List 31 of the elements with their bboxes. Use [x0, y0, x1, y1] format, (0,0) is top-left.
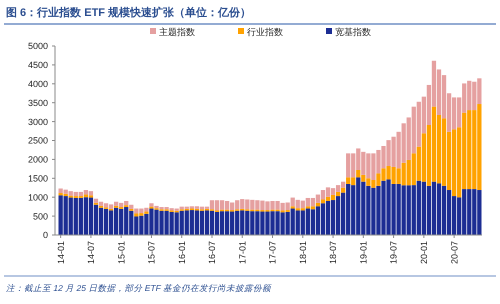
x-tick-label: 14-01: [56, 241, 66, 264]
y-tick-label: 4000: [28, 78, 48, 89]
chart-title: 图 6：行业指数 ETF 规模快速扩张（单位：亿份）: [6, 6, 252, 19]
x-tick-label: 18-07: [328, 241, 338, 264]
text: 注：截止至 12 月 25 日数据，部分 ETF 基金仍在发行尚未披露份额: [6, 283, 272, 293]
y-tick-label: 3000: [28, 116, 48, 127]
y-tick-label: 4500: [28, 60, 48, 70]
x-tick-label: 16-07: [207, 241, 218, 264]
x-tick-label: 17-07: [268, 241, 278, 264]
bar: [316, 202, 320, 206]
y-tick-label: 0: [42, 230, 48, 240]
y-tick-label: 5000: [28, 41, 48, 52]
legend-label: 主题指数: [159, 27, 195, 38]
legend-label: 行业指数: [247, 27, 283, 38]
x-tick-label: 19-07: [388, 241, 399, 264]
y-tick-label: 2500: [28, 136, 48, 146]
legend-label: 宽基指数: [335, 27, 371, 38]
y-tick-label: 2000: [28, 154, 48, 165]
x-tick-label: 20-07: [449, 241, 460, 264]
x-tick-label: 19-01: [358, 241, 368, 264]
y-tick-label: 1000: [28, 192, 48, 202]
x-tick-label: 15-07: [146, 241, 157, 264]
x-tick-label: 17-01: [237, 241, 248, 264]
x-tick-label: 16-01: [176, 241, 187, 264]
x-tick-label: 18-01: [298, 241, 308, 264]
x-tick-label: 20-01: [419, 241, 430, 264]
y-tick-label: 500: [32, 211, 48, 222]
y-tick-label: 1500: [28, 173, 48, 184]
y-tick-label: 3500: [28, 98, 48, 108]
x-tick-label: 14-07: [86, 241, 96, 264]
x-tick-label: 15-01: [116, 241, 126, 264]
